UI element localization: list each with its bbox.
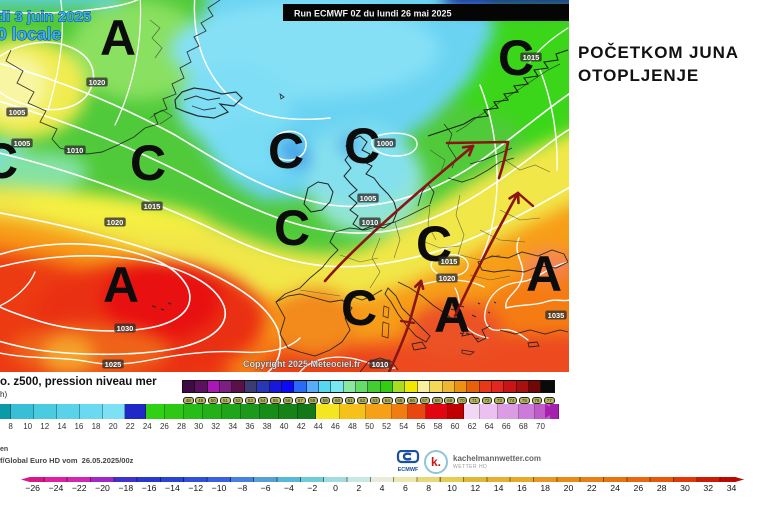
svg-text:C: C: [268, 123, 304, 179]
svg-text:1010: 1010: [362, 218, 379, 227]
svg-text:1020: 1020: [107, 218, 124, 227]
svg-text:1010: 1010: [67, 146, 84, 155]
svg-text:C: C: [274, 200, 310, 256]
svg-text:0 locale: 0 locale: [0, 24, 61, 44]
svg-text:C: C: [341, 280, 377, 336]
svg-text:1030: 1030: [117, 324, 134, 333]
svg-text:ECMWF: ECMWF: [398, 467, 419, 472]
svg-text:1020: 1020: [439, 274, 456, 283]
svg-text:1015: 1015: [144, 202, 161, 211]
svg-text:1025: 1025: [105, 360, 122, 369]
svg-text:di 3 juin 2025: di 3 juin 2025: [0, 9, 91, 26]
svg-text:1010: 1010: [372, 360, 389, 369]
svg-text:A: A: [100, 10, 136, 66]
svg-text:C: C: [344, 118, 380, 174]
svg-text:A: A: [526, 246, 562, 302]
svg-text:1005: 1005: [14, 139, 31, 148]
svg-text:Copyright 2025 Meteociel.fr: Copyright 2025 Meteociel.fr: [243, 359, 361, 369]
svg-text:1005: 1005: [360, 194, 377, 203]
svg-text:C: C: [130, 135, 166, 191]
svg-text:1000: 1000: [377, 139, 394, 148]
svg-text:A: A: [103, 257, 139, 313]
svg-text:1015: 1015: [441, 257, 458, 266]
svg-text:1035: 1035: [548, 311, 565, 320]
svg-text:1020: 1020: [89, 78, 106, 87]
svg-text:1005: 1005: [9, 108, 26, 117]
svg-text:1015: 1015: [523, 53, 540, 62]
svg-text:Run ECMWF 0Z du lundi 26 mai 2: Run ECMWF 0Z du lundi 26 mai 2025: [294, 9, 452, 19]
